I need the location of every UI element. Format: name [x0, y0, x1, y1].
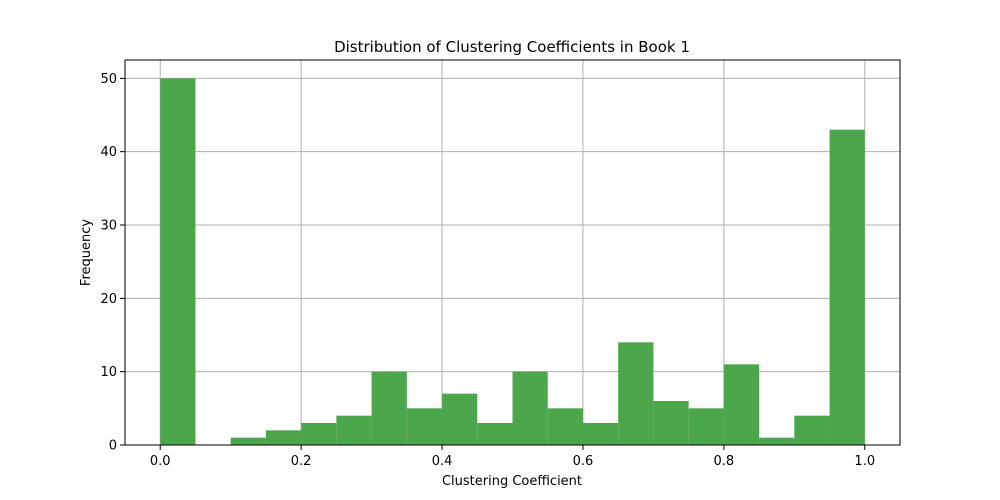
histogram-bar	[230, 437, 266, 445]
x-axis-label: Clustering Coefficient	[442, 474, 582, 489]
histogram-bar	[547, 408, 583, 445]
x-tick-label: 0.8	[714, 454, 735, 469]
histogram-bar	[406, 408, 443, 445]
histogram-bar	[688, 408, 724, 445]
histogram-bar	[653, 401, 689, 445]
y-tick-label: 0	[109, 439, 117, 454]
histogram-bar	[301, 423, 337, 445]
y-axis-ticks: 0 10 20 30 40 50	[100, 72, 125, 454]
x-tick-label: 1.0	[854, 454, 875, 469]
histogram-bar	[618, 342, 654, 445]
histogram-bar	[794, 415, 830, 445]
y-tick-label: 40	[100, 145, 117, 160]
y-axis-label: Frequency	[79, 219, 94, 286]
histogram-bar	[371, 371, 407, 445]
histogram-bar	[442, 393, 478, 445]
y-tick-label: 30	[100, 219, 117, 234]
chart-title: Distribution of Clustering Coefficients …	[334, 38, 690, 56]
histogram-bar	[829, 129, 865, 445]
histogram-bar	[336, 415, 372, 445]
y-tick-label: 10	[100, 365, 117, 380]
histogram-bar	[759, 437, 795, 445]
histogram-bar	[265, 430, 302, 445]
x-tick-label: 0.0	[150, 454, 171, 469]
x-tick-label: 0.4	[432, 454, 453, 469]
histogram-bar	[582, 423, 619, 445]
histogram-bar	[477, 423, 513, 445]
x-tick-label: 0.2	[291, 454, 312, 469]
histogram-bar	[512, 371, 548, 445]
y-tick-label: 20	[100, 292, 117, 307]
histogram-bars	[160, 78, 865, 445]
x-tick-label: 0.6	[573, 454, 594, 469]
histogram-bar	[723, 364, 760, 445]
histogram-bar	[160, 78, 196, 445]
x-axis-ticks: 0.0 0.2 0.4 0.6 0.8 1.0	[150, 445, 875, 469]
plot-frame	[124, 59, 901, 446]
y-tick-label: 50	[100, 72, 117, 87]
